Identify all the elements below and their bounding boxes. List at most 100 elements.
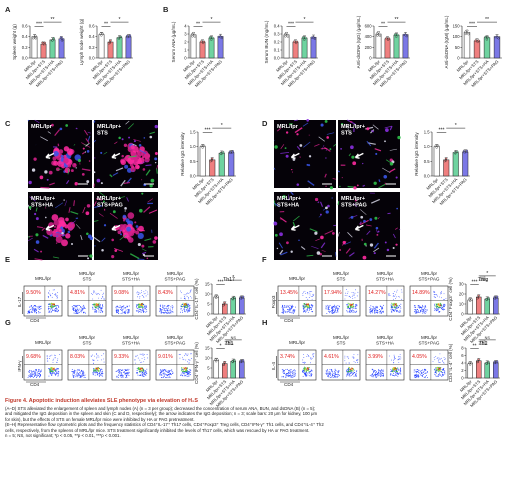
flow-event [145,305,147,307]
flow-event [165,373,166,375]
flow-event [396,311,398,313]
flow-event [287,375,289,377]
flow-event [184,353,186,355]
flow-event [420,370,422,372]
flow-event [393,360,395,362]
flow-event [126,368,128,370]
significance-label: NS [231,336,237,340]
tissue-fiber [366,140,372,147]
flow-event [397,359,399,361]
flow-event [380,371,382,373]
image-label: STS+PAG [97,203,123,209]
flow-event [393,358,395,360]
nucleus-dot [86,232,89,236]
y-tick-label: 1.0 [190,144,196,149]
flow-event [438,362,440,364]
significance-label: NS [480,276,486,280]
flow-event [355,289,357,291]
flow-event [188,361,190,363]
flow-event [353,294,355,296]
flow-event [373,309,375,311]
flow-event [422,305,424,307]
tissue-fiber [73,200,76,207]
data-point [395,35,398,38]
flow-group-label: MRL/lpr [333,335,350,340]
flow-event [169,373,171,375]
flow-event [425,311,427,313]
flow-group-label: STS+HA [376,277,395,282]
tissue-fiber [273,200,276,207]
nucleus-dot [138,144,142,147]
flow-event [313,353,315,355]
flow-event [73,377,75,378]
flow-event [394,295,395,297]
flow-event [179,354,181,355]
flow-event [313,356,314,358]
flow-event [425,369,427,371]
flow-event [282,370,284,372]
flow-event [167,373,169,375]
flow-event [303,369,305,371]
data-point [109,39,112,42]
flow-event [399,358,401,360]
flow-event [353,353,355,355]
flow-event [352,306,354,308]
y-tick-label: 5 [207,302,210,307]
flow-event [189,371,191,373]
flow-event [434,309,436,311]
flow-event [345,292,347,294]
flow-event [56,295,58,297]
bar-3 [228,152,235,177]
nucleus-dot [327,204,330,208]
flow-event [438,371,440,373]
flow-event [309,292,311,294]
flow-event [436,305,438,307]
flow-event [94,371,96,373]
tissue-fiber [279,217,287,223]
flow-event [332,374,334,376]
flow-G-3: 9.01% [155,349,195,381]
tissue-fiber [389,125,393,131]
flow-event [182,306,183,308]
flow-event [349,306,351,308]
flow-event [334,374,336,376]
flow-event [159,311,161,313]
flow-event [392,298,394,300]
flow-event [351,304,352,306]
image-label: MRL/lpr [31,124,53,130]
flow-event [187,308,189,310]
flow-event [169,376,171,378]
flow-event [346,373,348,375]
arrow-icon [111,224,121,231]
flow-event [334,376,336,378]
nucleus-dot [143,137,146,139]
flow-event [437,303,439,305]
bar-0 [283,34,290,59]
flow-event [438,303,440,304]
flow-event [417,374,419,376]
flow-event [170,374,172,376]
flow-event [310,296,312,297]
nucleus-dot [314,197,319,202]
nucleus-dot [86,204,91,208]
flow-event [414,374,415,376]
flow-event [349,308,351,310]
flow-event [434,372,436,374]
flow-event [376,373,378,375]
flow-event [167,376,169,378]
flow-event [102,375,104,377]
flow-event [128,371,130,373]
flow-event [371,375,373,377]
flow-event [103,353,105,355]
flow-event [145,289,147,291]
flow-event [290,309,291,311]
flow-event [353,369,355,371]
flow-event [163,375,165,377]
flow-event [388,295,390,297]
flow-event [329,371,331,373]
flow-event [390,307,392,309]
nucleus-dot [306,163,309,166]
arrow-icon [290,224,300,231]
flow-event [441,292,442,294]
tissue-fiber [144,238,152,241]
